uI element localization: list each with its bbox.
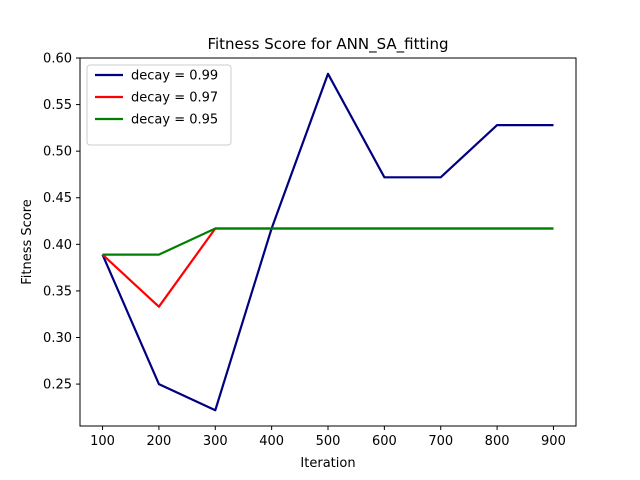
y-tick-label: 0.40 — [43, 238, 72, 253]
x-axis: 100 200 300 400 500 600 700 800 900 — [90, 426, 566, 449]
legend-label: decay = 0.97 — [131, 91, 218, 106]
y-tick-label: 0.25 — [43, 378, 72, 393]
x-tick-label: 800 — [485, 434, 510, 449]
x-tick-label: 200 — [146, 434, 171, 449]
legend-label: decay = 0.95 — [131, 113, 218, 128]
legend-box — [86, 64, 232, 146]
x-tick-label: 100 — [90, 434, 115, 449]
y-tick-label: 0.35 — [43, 284, 72, 299]
x-tick-label: 400 — [259, 434, 284, 449]
x-tick-label: 700 — [428, 434, 453, 449]
legend: decay = 0.99 decay = 0.97 decay = 0.95 — [86, 64, 232, 146]
y-tick-label: 0.50 — [43, 145, 72, 160]
x-axis-label: Iteration — [300, 456, 355, 471]
x-tick-label: 600 — [372, 434, 397, 449]
legend-label: decay = 0.99 — [131, 69, 218, 84]
x-tick-label: 500 — [316, 434, 341, 449]
chart-title: Fitness Score for ANN_SA_fitting — [207, 35, 448, 54]
x-tick-label: 300 — [203, 434, 228, 449]
x-tick-label: 900 — [541, 434, 566, 449]
y-axis-label: Fitness Score — [20, 199, 35, 285]
y-tick-label: 0.30 — [43, 331, 72, 346]
y-tick-label: 0.55 — [43, 98, 72, 113]
series-line-3 — [102, 227, 554, 256]
series-line-2 — [101, 227, 554, 308]
y-tick-label: 0.60 — [43, 52, 72, 67]
series-layer — [101, 72, 554, 412]
y-axis: 0.25 0.30 0.35 0.40 0.45 0.50 0.55 0.60 — [43, 52, 80, 393]
series-line-1 — [101, 72, 554, 412]
y-tick-label: 0.45 — [43, 191, 72, 206]
